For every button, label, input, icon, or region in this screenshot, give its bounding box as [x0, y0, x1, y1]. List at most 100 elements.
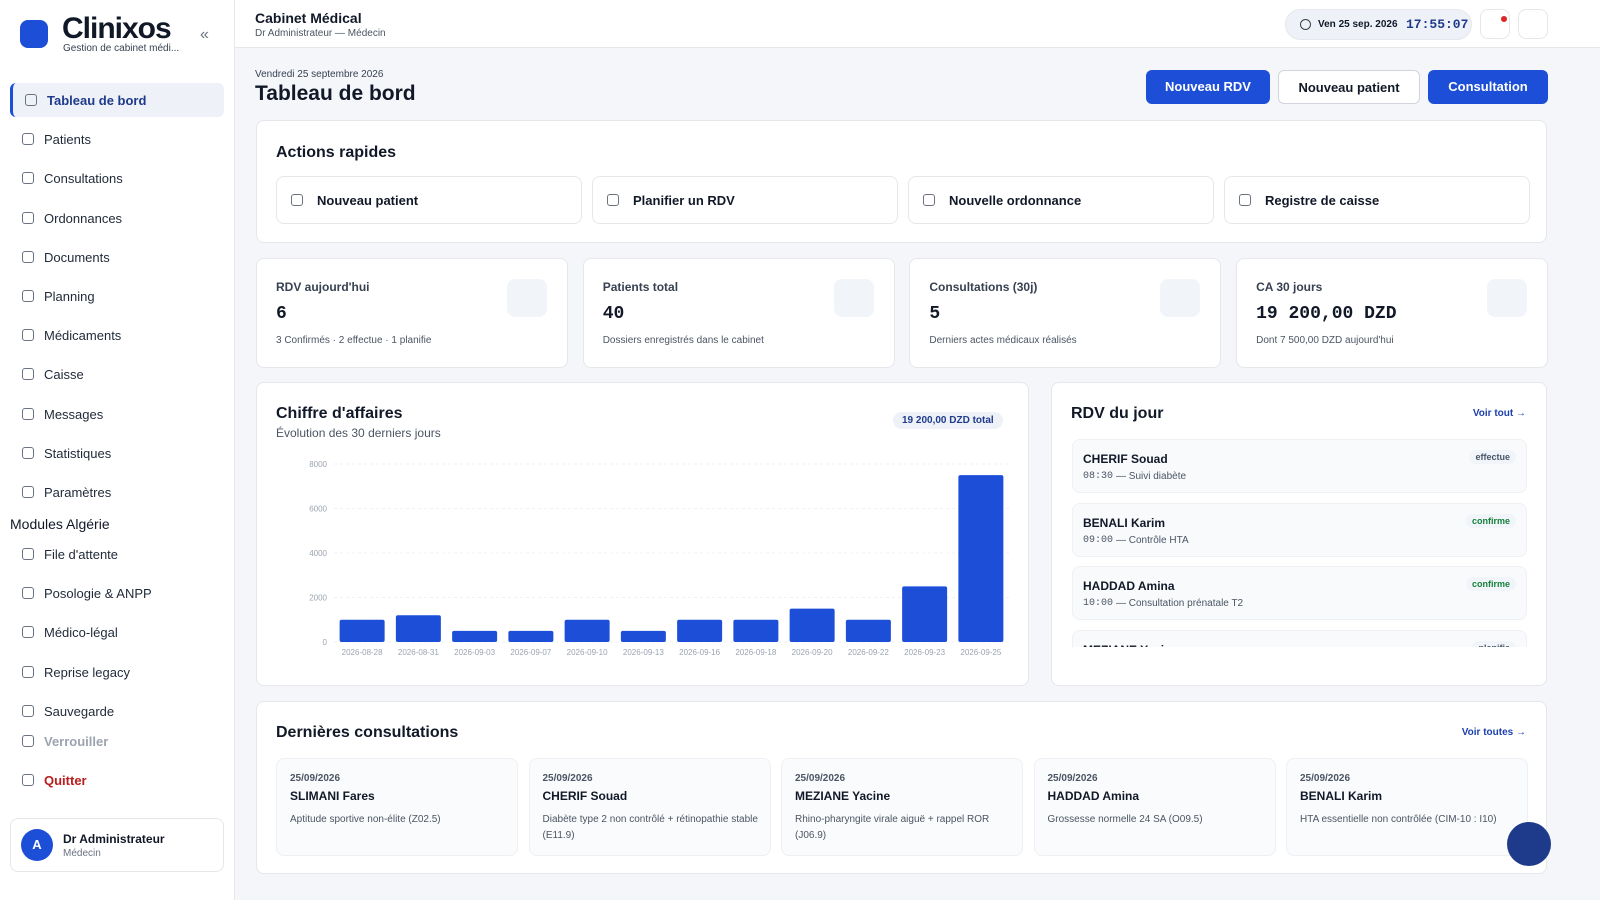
nav-item[interactable]: Posologie & ANPP: [10, 576, 224, 610]
quick-action[interactable]: Planifier un RDV: [592, 176, 898, 224]
nav-icon: [22, 407, 34, 420]
page-title: Tableau de bord: [255, 82, 416, 105]
consultation-date: 25/09/2026: [542, 773, 593, 784]
stat-note: Derniers actes médicaux réalisés: [929, 335, 1077, 346]
user-card[interactable]: A Dr Administrateur Médecin: [10, 818, 224, 872]
appointment[interactable]: HADDAD Amina 10:00— Consultation prénatal…: [1072, 566, 1527, 621]
nav-item[interactable]: Sauvegarde: [10, 694, 224, 728]
stat-value: 40: [602, 304, 625, 324]
nav-item[interactable]: Quitter: [10, 763, 224, 797]
stat-value: 6: [276, 304, 287, 324]
nav-item[interactable]: Médico-légal: [10, 615, 224, 649]
nav-item[interactable]: Verrouiller: [10, 724, 224, 758]
collapse-button[interactable]: «: [200, 26, 209, 43]
consultation-date: 25/09/2026: [795, 773, 846, 784]
consultation-date: 25/09/2026: [1047, 773, 1098, 784]
x-tick-label: 2026-09-03: [454, 648, 495, 657]
patient-name: CHERIF Souad: [1083, 452, 1168, 466]
appointment[interactable]: CHERIF Souad 08:30— Suivi diabète effectue: [1072, 439, 1527, 493]
diagnosis: Diabète type 2 non contrôlé + rétinopath…: [542, 814, 758, 841]
bar: [564, 619, 610, 642]
user-name: Dr Administrateur: [63, 832, 165, 846]
clock-icon: [1300, 19, 1311, 30]
user-role: Médecin: [63, 848, 101, 859]
nav-item[interactable]: Planning: [10, 279, 224, 313]
action-label: Registre de caisse: [1265, 193, 1380, 208]
patient-name: CHERIF Souad: [542, 789, 628, 803]
see-all-link[interactable]: Voir tout →: [1472, 408, 1526, 419]
x-tick-label: 2026-08-31: [398, 648, 439, 657]
nav-item[interactable]: Ordonnances: [10, 201, 224, 235]
x-tick-label: 2026-09-22: [848, 648, 889, 657]
consultation[interactable]: 25/09/2026 BENALI Karim HTA essentielle no…: [1286, 758, 1528, 856]
nav-label: Patients: [44, 132, 91, 148]
consultation[interactable]: 25/09/2026 SLIMANI Fares Aptitude sportive…: [276, 758, 518, 856]
quick-action[interactable]: Registre de caisse: [1224, 176, 1530, 224]
nav-icon: [22, 290, 34, 302]
nav-icon: [22, 486, 34, 498]
consultation-button[interactable]: Consultation: [1428, 70, 1548, 104]
clock: Ven 25 sep. 2026 17:55:07: [1285, 9, 1472, 40]
appointment[interactable]: BENALI Karim 09:00— Contrôle HTA confirme: [1072, 502, 1527, 557]
new-patient-button[interactable]: Nouveau patient: [1278, 70, 1420, 104]
action-label: Nouvelle ordonnance: [949, 193, 1082, 208]
nav-item[interactable]: File d'attente: [10, 537, 224, 571]
nav-icon: [22, 329, 34, 342]
patient-name: BENALI Karim: [1300, 789, 1383, 803]
logo: [20, 20, 48, 48]
nav-item[interactable]: Médicaments: [10, 318, 224, 352]
nav-icon: [22, 211, 34, 224]
patient-name: HADDAD Amina: [1083, 579, 1175, 594]
consultation-date: 25/09/2026: [1300, 773, 1351, 784]
x-tick-label: 2026-08-28: [342, 648, 383, 657]
quick-action[interactable]: Nouvelle ordonnance: [908, 176, 1214, 224]
appointment-time: 10:00: [1083, 598, 1114, 610]
action-icon: [291, 194, 303, 206]
chat-button[interactable]: [1507, 822, 1551, 866]
nav-label: Documents: [44, 249, 110, 265]
theme-button[interactable]: [1518, 9, 1548, 39]
patient-name: SLIMANI Fares: [290, 789, 375, 803]
nav-icon: [22, 665, 34, 678]
nav-item[interactable]: Tableau de bord: [10, 83, 224, 117]
nav-item[interactable]: Paramètres: [10, 475, 224, 509]
section-title: Modules Algérie: [10, 516, 110, 532]
nav-item[interactable]: Statistiques: [10, 436, 224, 470]
bar: [902, 586, 948, 642]
action-icon: [607, 194, 619, 206]
bar: [395, 615, 441, 642]
notifications-button[interactable]: [1480, 9, 1510, 39]
stat-icon: [1160, 279, 1201, 317]
appointment[interactable]: MEZIANE Yacine planifie: [1072, 630, 1527, 647]
consultation[interactable]: 25/09/2026 HADDAD Amina Grossesse normelle…: [1033, 758, 1276, 856]
appointment-desc: — Suivi diabète: [1116, 471, 1187, 482]
stat-label: CA 30 jours: [1256, 280, 1323, 294]
nav-item[interactable]: Documents: [10, 240, 224, 274]
nav-icon: [22, 735, 34, 747]
new-appointment-button[interactable]: Nouveau RDV: [1146, 70, 1270, 104]
nav-item[interactable]: Reprise legacy: [10, 655, 224, 689]
consultations-card: Dernières consultations Voir toutes → 25…: [256, 701, 1547, 874]
nav-item[interactable]: Patients: [10, 122, 224, 156]
appointment-desc: — Contrôle HTA: [1116, 534, 1189, 546]
consultation[interactable]: 25/09/2026 CHERIF Souad Diabète type 2 non…: [528, 758, 771, 856]
nav-label: Tableau de bord: [47, 93, 147, 108]
bar: [339, 619, 385, 642]
quick-action[interactable]: Nouveau patient: [276, 176, 582, 224]
nav-icon: [22, 172, 34, 185]
consultation[interactable]: 25/09/2026 MEZIANE Yacine Rhino-pharyngite…: [781, 758, 1023, 856]
brand: Clinixos: [62, 12, 172, 45]
x-tick-label: 2026-09-25: [960, 648, 1001, 657]
nav-item[interactable]: Consultations: [10, 161, 224, 195]
nav-item[interactable]: Messages: [10, 397, 224, 431]
nav-label: Verrouiller: [44, 734, 109, 749]
chart-card: Chiffre d'affaires Évolution des 30 dern…: [256, 382, 1029, 686]
nav-icon: [22, 133, 34, 146]
stat-label: Patients total: [602, 280, 679, 294]
sidebar: Clinixos Gestion de cabinet médi... « Mo…: [0, 0, 235, 900]
section-title: RDV du jour: [1071, 405, 1164, 422]
see-all-link[interactable]: Voir toutes →: [1461, 727, 1526, 738]
x-tick-label: 2026-09-18: [735, 648, 776, 657]
nav-item[interactable]: Caisse: [10, 357, 224, 391]
x-tick-label: 2026-09-07: [510, 648, 551, 657]
